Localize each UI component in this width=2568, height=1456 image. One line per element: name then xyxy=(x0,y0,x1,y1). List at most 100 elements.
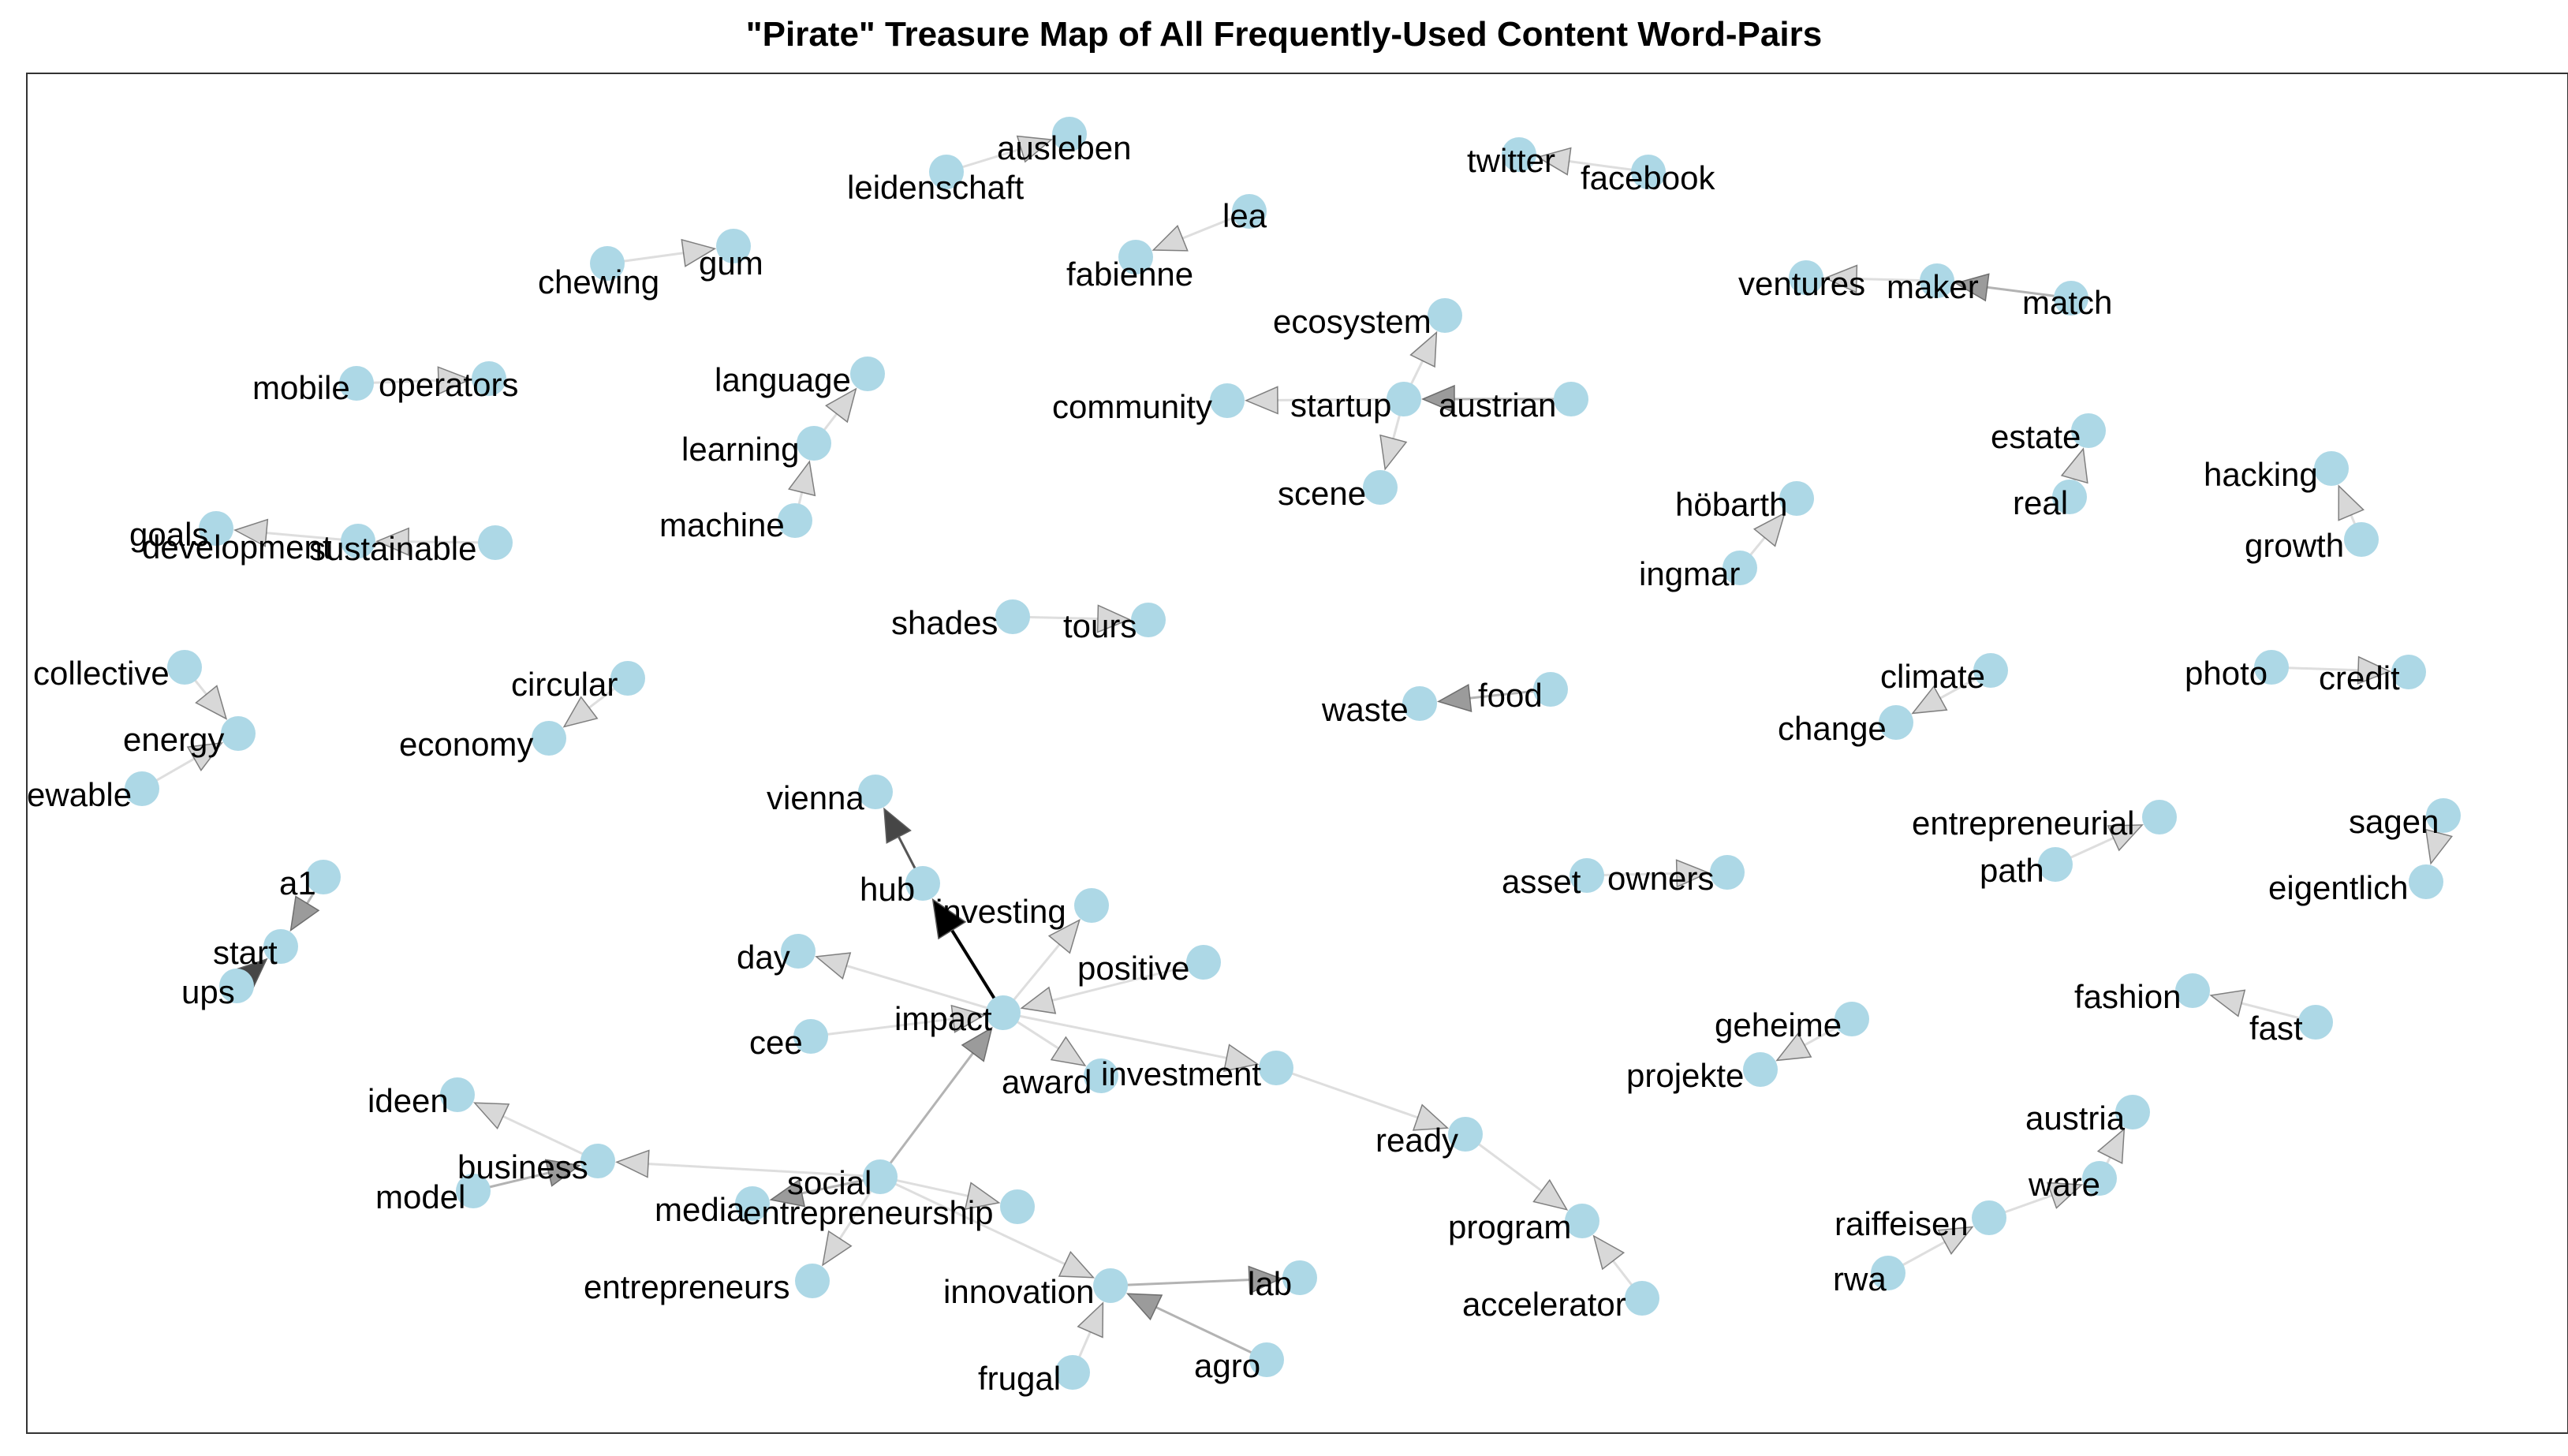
node-label-chewing: chewing xyxy=(538,263,659,301)
node-label-geheime: geheime xyxy=(1715,1006,1842,1043)
node-startup xyxy=(1387,382,1421,416)
node-geheime xyxy=(1835,1002,1869,1036)
node-label-energy: energy xyxy=(123,721,224,758)
node-hobarth xyxy=(1779,481,1814,516)
node-label-lab: lab xyxy=(1248,1265,1292,1302)
node-label-frugal: frugal xyxy=(978,1360,1061,1397)
arrowhead-hub-vienna xyxy=(883,807,912,844)
node-ups xyxy=(219,969,254,1003)
edge-startup-community xyxy=(1277,398,1405,401)
edge-positive-impact xyxy=(1051,961,1204,1002)
arrowhead-facebook-twitter xyxy=(1536,147,1572,176)
node-agro xyxy=(1249,1342,1284,1377)
node-maker xyxy=(1920,263,1954,298)
node-label-austrian: austrian xyxy=(1439,386,1556,424)
node-hub xyxy=(905,866,940,901)
node-label-eigentlich: eigentlich xyxy=(2268,869,2408,906)
node-label-growth: growth xyxy=(2245,527,2344,564)
node-twitter xyxy=(1502,137,1536,172)
arrowhead-ready-program xyxy=(1532,1178,1569,1211)
arrowhead-maker-ventures xyxy=(1823,264,1858,293)
node-label-award: award xyxy=(1002,1063,1092,1100)
node-label-ecosystem: ecosystem xyxy=(1273,303,1431,340)
node-label-a1: a1 xyxy=(279,864,316,902)
node-owners xyxy=(1710,855,1745,890)
arrowhead-frugal-innovation xyxy=(1077,1301,1104,1338)
node-vienna xyxy=(858,775,893,809)
node-label-sustainable: sustainable xyxy=(309,530,476,567)
node-mobile xyxy=(339,366,374,401)
node-projekte xyxy=(1743,1052,1778,1087)
node-media xyxy=(735,1186,770,1221)
node-label-business: business xyxy=(457,1148,588,1185)
arrowhead-social-innovation xyxy=(1058,1250,1096,1279)
node-label-startup: startup xyxy=(1290,386,1391,424)
node-ready xyxy=(1448,1117,1483,1152)
node-label-investing: investing xyxy=(935,893,1066,930)
node-label-path: path xyxy=(1980,852,2044,889)
node-community xyxy=(1210,383,1245,418)
node-label-model: model xyxy=(375,1178,465,1215)
node-label-change: change xyxy=(1778,710,1887,747)
node-fast xyxy=(2298,1005,2333,1040)
node-label-facebook: facebook xyxy=(1581,159,1715,196)
arrowhead-mobile-operators xyxy=(437,366,472,395)
arrowhead-agro-innovation xyxy=(1125,1293,1163,1321)
node-label-asset: asset xyxy=(1502,863,1581,900)
node-energy xyxy=(221,716,256,751)
edge-cee-impact xyxy=(810,1017,954,1038)
node-label-twitter: twitter xyxy=(1467,142,1555,179)
arrowhead-renewable-energy xyxy=(186,741,223,771)
node-ingmar xyxy=(1723,551,1757,585)
node-development xyxy=(341,524,375,558)
node-label-investment: investment xyxy=(1101,1055,1261,1092)
node-label-cee: cee xyxy=(749,1024,803,1061)
node-social xyxy=(863,1159,898,1194)
arrowhead-social-business xyxy=(615,1149,650,1178)
node-investment xyxy=(1259,1051,1293,1085)
arrowhead-leidenschaft-ausleben xyxy=(1016,135,1053,163)
node-label-shades: shades xyxy=(891,604,998,641)
node-label-ware: ware xyxy=(2028,1166,2100,1203)
arrowhead-impact-hub xyxy=(931,898,967,940)
node-operators xyxy=(472,361,506,396)
node-label-economy: economy xyxy=(399,726,533,763)
node-lea xyxy=(1232,194,1267,229)
node-label-mobile: mobile xyxy=(252,369,350,406)
arrowhead-impact-investing xyxy=(1047,919,1081,954)
arrowhead-climate-change xyxy=(1911,685,1948,715)
node-hacking xyxy=(2314,451,2349,486)
node-asset xyxy=(1570,858,1604,893)
node-food xyxy=(1533,672,1568,707)
arrowhead-photo-credit xyxy=(2357,655,2391,685)
node-label-media: media xyxy=(655,1191,745,1228)
edge-social-business xyxy=(648,1163,881,1178)
node-entrepreneurship xyxy=(1000,1189,1035,1224)
node-machine xyxy=(778,503,812,538)
arrowhead-social-impact xyxy=(961,1026,993,1062)
node-start xyxy=(263,929,298,964)
node-model xyxy=(456,1174,491,1208)
node-tours xyxy=(1131,603,1166,637)
node-label-ventures: ventures xyxy=(1738,265,1865,302)
node-label-collective: collective xyxy=(33,655,170,692)
node-entrepreneurs xyxy=(795,1264,830,1298)
node-label-rwa: rwa xyxy=(1833,1260,1887,1297)
node-label-projekte: projekte xyxy=(1626,1057,1744,1094)
arrowhead-accelerator-program xyxy=(1592,1234,1626,1271)
node-label-vienna: vienna xyxy=(767,779,864,816)
arrowhead-circular-economy xyxy=(562,696,599,728)
node-shades xyxy=(995,599,1030,634)
node-renewable xyxy=(125,771,159,806)
arrowhead-social-entrepreneurs xyxy=(822,1230,853,1267)
node-photo xyxy=(2254,650,2289,685)
node-sustainable xyxy=(478,525,513,560)
node-label-development: development xyxy=(142,528,332,566)
node-label-ready: ready xyxy=(1375,1122,1458,1159)
node-label-innovation: innovation xyxy=(943,1273,1094,1310)
node-austrian xyxy=(1554,382,1588,416)
arrowhead-startup-community xyxy=(1245,386,1278,415)
node-label-climate: climate xyxy=(1880,658,1985,695)
node-leidenschaft xyxy=(929,155,964,189)
